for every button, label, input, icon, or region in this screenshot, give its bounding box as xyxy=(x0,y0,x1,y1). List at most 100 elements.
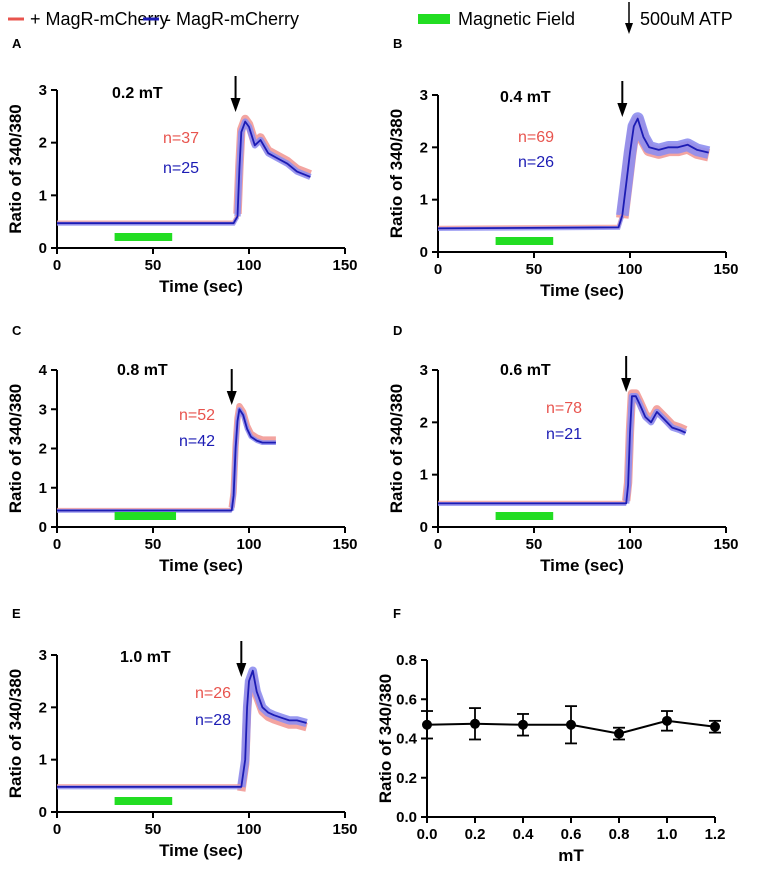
legend-label: 500uM ATP xyxy=(640,9,733,29)
y-axis-label: Ratio of 340/380 xyxy=(6,104,25,233)
field-strength-label: 0.2 mT xyxy=(112,85,163,102)
magnetic-field-bar xyxy=(114,512,177,520)
n-plus-label: n=26 xyxy=(195,685,231,702)
x-tick-label: 0.0 xyxy=(417,826,438,843)
panel-b: B 0 50 100 150 0 1 2 3 Time (sec) Ratio of 340/380… xyxy=(387,36,739,300)
x-tick-label: 1.2 xyxy=(705,826,726,843)
panel-c: C 0 50 100 150 0 1 2 3 4 Time (sec) Ratio of 340/38… xyxy=(6,323,358,575)
x-tick-label: 150 xyxy=(713,536,738,553)
field-strength-label: 1.0 mT xyxy=(120,649,171,666)
x-tick-label: 100 xyxy=(236,821,261,838)
panel-letter: C xyxy=(12,323,22,338)
y-tick-label: 2 xyxy=(420,414,428,431)
x-tick-label: 150 xyxy=(332,821,357,838)
x-tick-label: 150 xyxy=(332,257,357,274)
data-point xyxy=(566,719,576,730)
atp-arrow-head xyxy=(236,663,247,677)
magnetic-field-bar xyxy=(495,237,554,245)
y-tick-label: 3 xyxy=(420,362,428,379)
x-axis-label: Time (sec) xyxy=(540,281,624,300)
panel-e: E 0 50 100 150 0 1 2 3 Time (sec) Ratio of 340/380… xyxy=(6,606,358,860)
x-tick-label: 0.6 xyxy=(561,826,582,843)
x-axis-label: mT xyxy=(558,846,584,865)
y-axis-label: Ratio of 340/380 xyxy=(387,384,406,513)
x-tick-label: 50 xyxy=(526,261,543,278)
y-tick-label: 2 xyxy=(39,441,47,458)
n-minus-label: n=42 xyxy=(179,433,215,450)
y-tick-label: 3 xyxy=(39,647,47,664)
data-point xyxy=(470,718,480,729)
x-tick-label: 50 xyxy=(145,536,162,553)
x-tick-label: 100 xyxy=(236,536,261,553)
data-point xyxy=(614,728,624,739)
atp-arrow-head xyxy=(617,103,628,117)
x-tick-label: 100 xyxy=(617,261,642,278)
atp-arrow-head xyxy=(230,98,241,112)
y-tick-label: 0 xyxy=(39,804,47,821)
legend-swatch xyxy=(418,14,450,24)
y-tick-label: 0.0 xyxy=(396,809,417,826)
y-tick-label: 4 xyxy=(39,362,48,379)
x-axis-label: Time (sec) xyxy=(159,556,243,575)
y-tick-label: 1 xyxy=(420,467,428,484)
n-plus-label: n=52 xyxy=(179,407,215,424)
field-strength-label: 0.4 mT xyxy=(500,89,551,106)
x-tick-label: 0 xyxy=(53,257,61,274)
panel-letter: B xyxy=(393,36,402,51)
y-axis-label: Ratio of 340/380 xyxy=(387,109,406,238)
legend-item-3: Magnetic Field xyxy=(418,9,575,29)
y-tick-label: 2 xyxy=(39,135,47,152)
data-point xyxy=(662,715,672,726)
legend-label: Magnetic Field xyxy=(458,9,575,29)
x-axis-label: Time (sec) xyxy=(159,841,243,860)
legend: + MagR-mCherry- MagR-mCherry Magnetic Fie… xyxy=(8,2,733,34)
n-plus-label: n=37 xyxy=(163,130,199,147)
panel-letter: D xyxy=(393,323,402,338)
x-tick-label: 0 xyxy=(53,821,61,838)
x-tick-label: 0.2 xyxy=(465,826,486,843)
legend-item-1: + MagR-mCherry xyxy=(8,9,169,29)
y-tick-label: 3 xyxy=(420,87,428,104)
n-minus-label: n=21 xyxy=(546,426,582,443)
x-tick-label: 0.4 xyxy=(513,826,535,843)
x-tick-label: 100 xyxy=(236,257,261,274)
y-tick-label: 2 xyxy=(420,139,428,156)
panel-letter: A xyxy=(12,36,22,51)
legend-item-4: 500uM ATP xyxy=(625,2,733,34)
legend-item-2: - MagR-mCherry xyxy=(143,9,299,29)
series-mean-line xyxy=(57,120,311,225)
y-tick-label: 3 xyxy=(39,401,47,418)
x-tick-label: 150 xyxy=(332,536,357,553)
y-tick-label: 0 xyxy=(420,519,428,536)
data-point xyxy=(710,721,720,732)
magnetic-field-bar xyxy=(114,233,173,241)
y-tick-label: 1 xyxy=(420,192,428,209)
panel-d: D 0 50 100 150 0 1 2 3 Time (sec) Ratio of 340/380… xyxy=(387,323,739,575)
x-tick-label: 50 xyxy=(145,257,162,274)
n-minus-label: n=28 xyxy=(195,712,231,729)
y-axis-label: Ratio of 340/380 xyxy=(6,669,25,798)
n-minus-label: n=26 xyxy=(518,154,554,171)
series-minus-band xyxy=(229,406,276,511)
y-tick-label: 0.6 xyxy=(396,691,417,708)
field-strength-label: 0.6 mT xyxy=(500,362,551,379)
x-tick-label: 1.0 xyxy=(657,826,678,843)
y-tick-label: 1 xyxy=(39,752,47,769)
series-mean-line xyxy=(437,117,709,230)
y-axis-label: Ratio of 340/380 xyxy=(6,384,25,513)
y-tick-label: 2 xyxy=(39,699,47,716)
y-tick-label: 0.2 xyxy=(396,770,417,787)
n-plus-label: n=69 xyxy=(518,129,554,146)
series-mean-line xyxy=(57,408,276,512)
panel-letter: F xyxy=(393,606,401,621)
x-tick-label: 0 xyxy=(434,261,442,278)
y-tick-label: 0.4 xyxy=(396,731,418,748)
x-tick-label: 50 xyxy=(145,821,162,838)
series-mean-line xyxy=(57,669,307,788)
panel-a: A 0 50 100 150 0 1 2 3 Time (sec) Ratio of 340/380… xyxy=(6,36,358,296)
y-tick-label: 0 xyxy=(39,240,47,257)
y-axis-label: Ratio of 340/380 xyxy=(376,674,395,803)
y-tick-label: 0 xyxy=(39,519,47,536)
legend-label: - MagR-mCherry xyxy=(165,9,299,29)
